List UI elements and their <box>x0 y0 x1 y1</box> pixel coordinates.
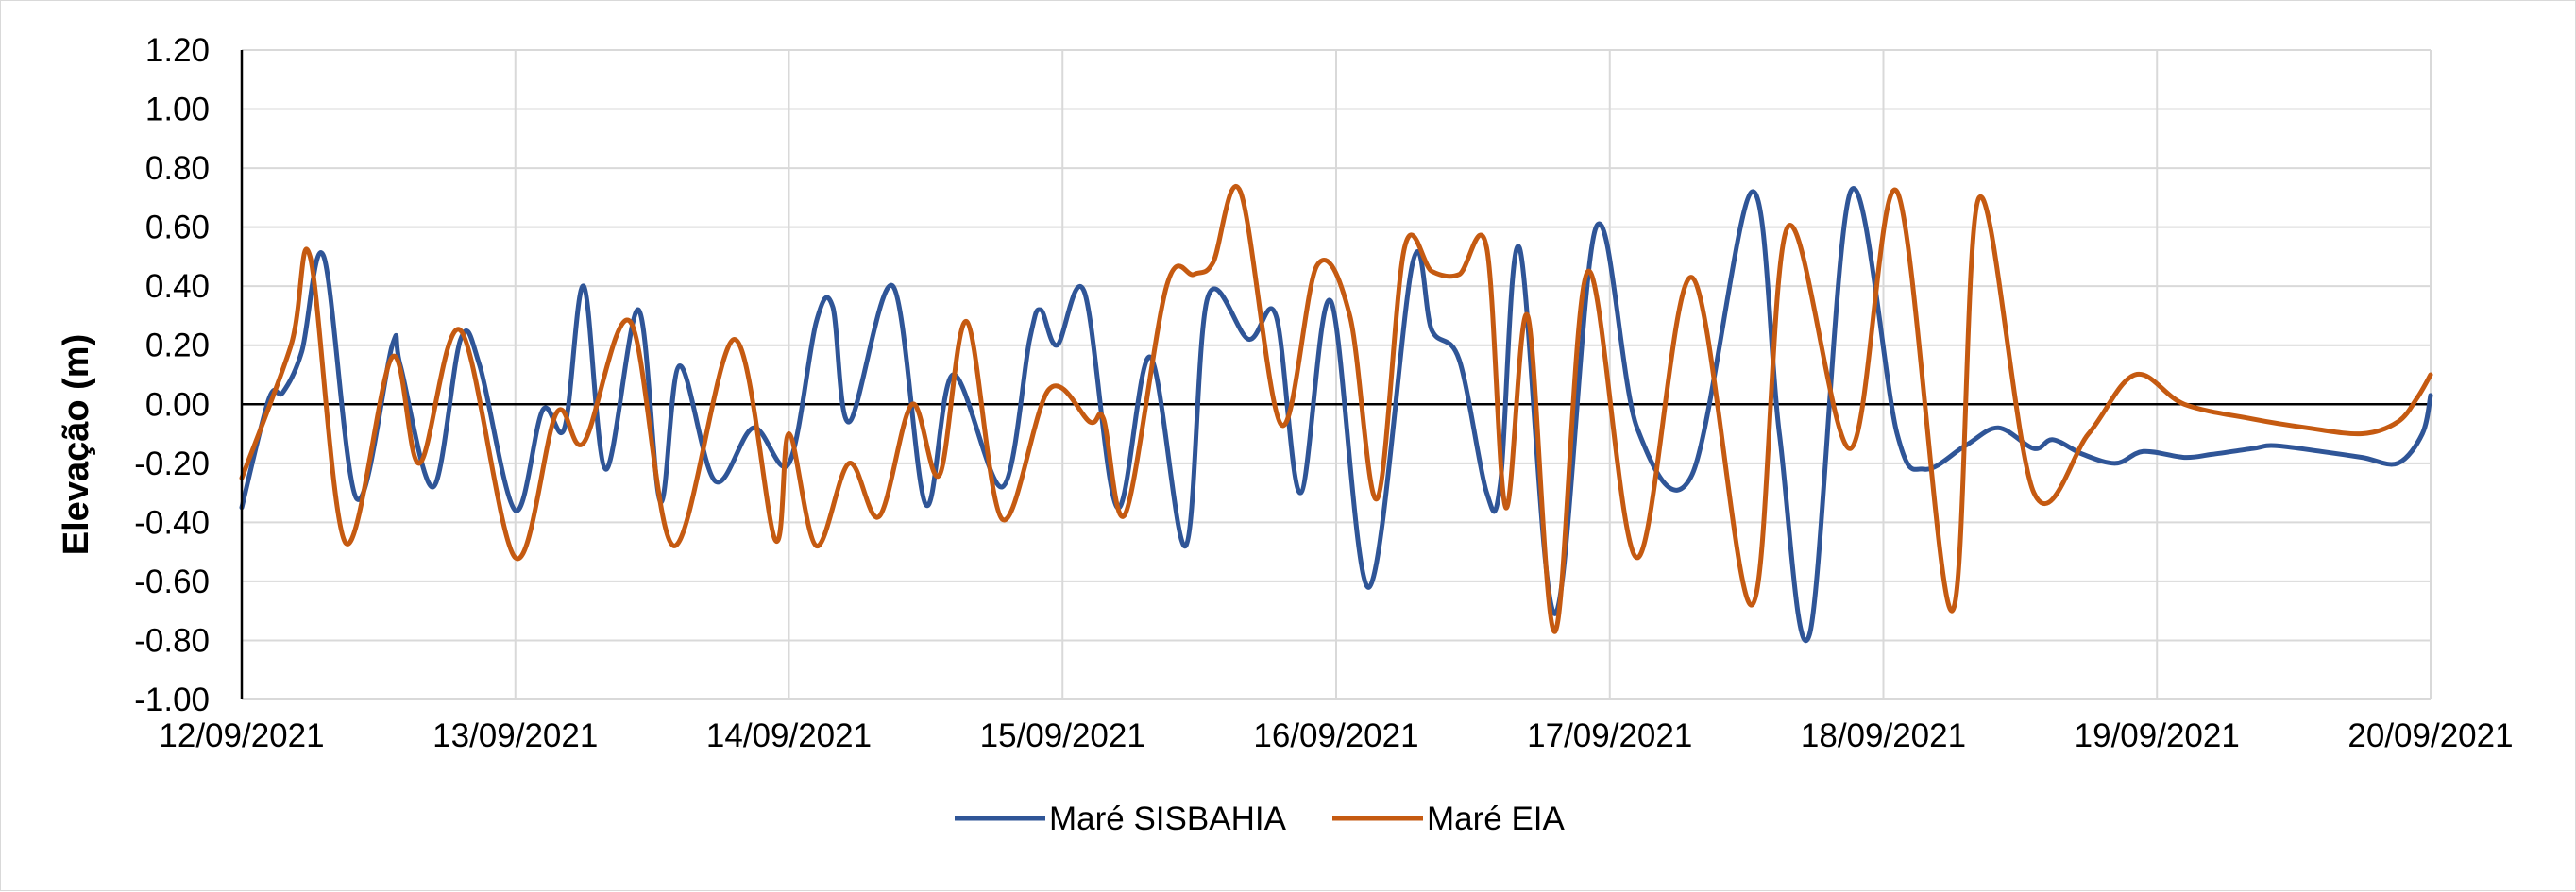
legend: Maré SISBAHIA Maré EIA <box>955 800 1566 837</box>
y-axis-title: Elevação (m) <box>57 334 96 555</box>
x-tick-label: 15/09/2021 <box>980 717 1145 754</box>
x-tick-label: 19/09/2021 <box>2075 717 2240 754</box>
x-tick-label: 13/09/2021 <box>432 717 598 754</box>
legend-item: Maré EIA <box>1332 800 1566 837</box>
y-tick-label: 1.20 <box>145 32 210 69</box>
gridlines <box>242 49 2432 700</box>
series-lines <box>239 184 2433 644</box>
legend-item: Maré SISBAHIA <box>955 800 1287 837</box>
y-tick-label: 1.00 <box>145 92 210 128</box>
y-tick-labels: -1.00 -0.80 -0.60 -0.40 -0.20 0.00 0.20 0.40 0.6… <box>134 32 210 718</box>
y-tick-label: 0.80 <box>145 150 210 187</box>
x-tick-labels: 12/09/2021 13/09/2021 14/09/2021 15/09/2021… <box>159 717 2513 754</box>
x-tick-label: 16/09/2021 <box>1253 717 1418 754</box>
x-tick-label: 12/09/2021 <box>159 717 324 754</box>
y-tick-label: -0.60 <box>134 564 210 600</box>
x-tick-label: 17/09/2021 <box>1527 717 1692 754</box>
y-tick-label: -0.20 <box>134 446 210 482</box>
y-tick-label: 0.20 <box>145 328 210 364</box>
y-tick-label: -1.00 <box>134 682 210 718</box>
series-line-1 <box>239 186 2433 644</box>
y-tick-label: -0.40 <box>134 504 210 541</box>
legend-label: Maré SISBAHIA <box>1049 800 1287 837</box>
y-tick-label: 0.40 <box>145 268 210 305</box>
x-tick-label: 14/09/2021 <box>706 717 872 754</box>
y-tick-label: 0.00 <box>145 386 210 423</box>
x-tick-label: 20/09/2021 <box>2347 717 2513 754</box>
legend-label: Maré EIA <box>1427 800 1566 837</box>
y-tick-label: -0.80 <box>134 622 210 659</box>
x-tick-label: 18/09/2021 <box>1801 717 1966 754</box>
y-tick-label: 0.60 <box>145 210 210 246</box>
series-line-2 <box>239 184 2433 634</box>
